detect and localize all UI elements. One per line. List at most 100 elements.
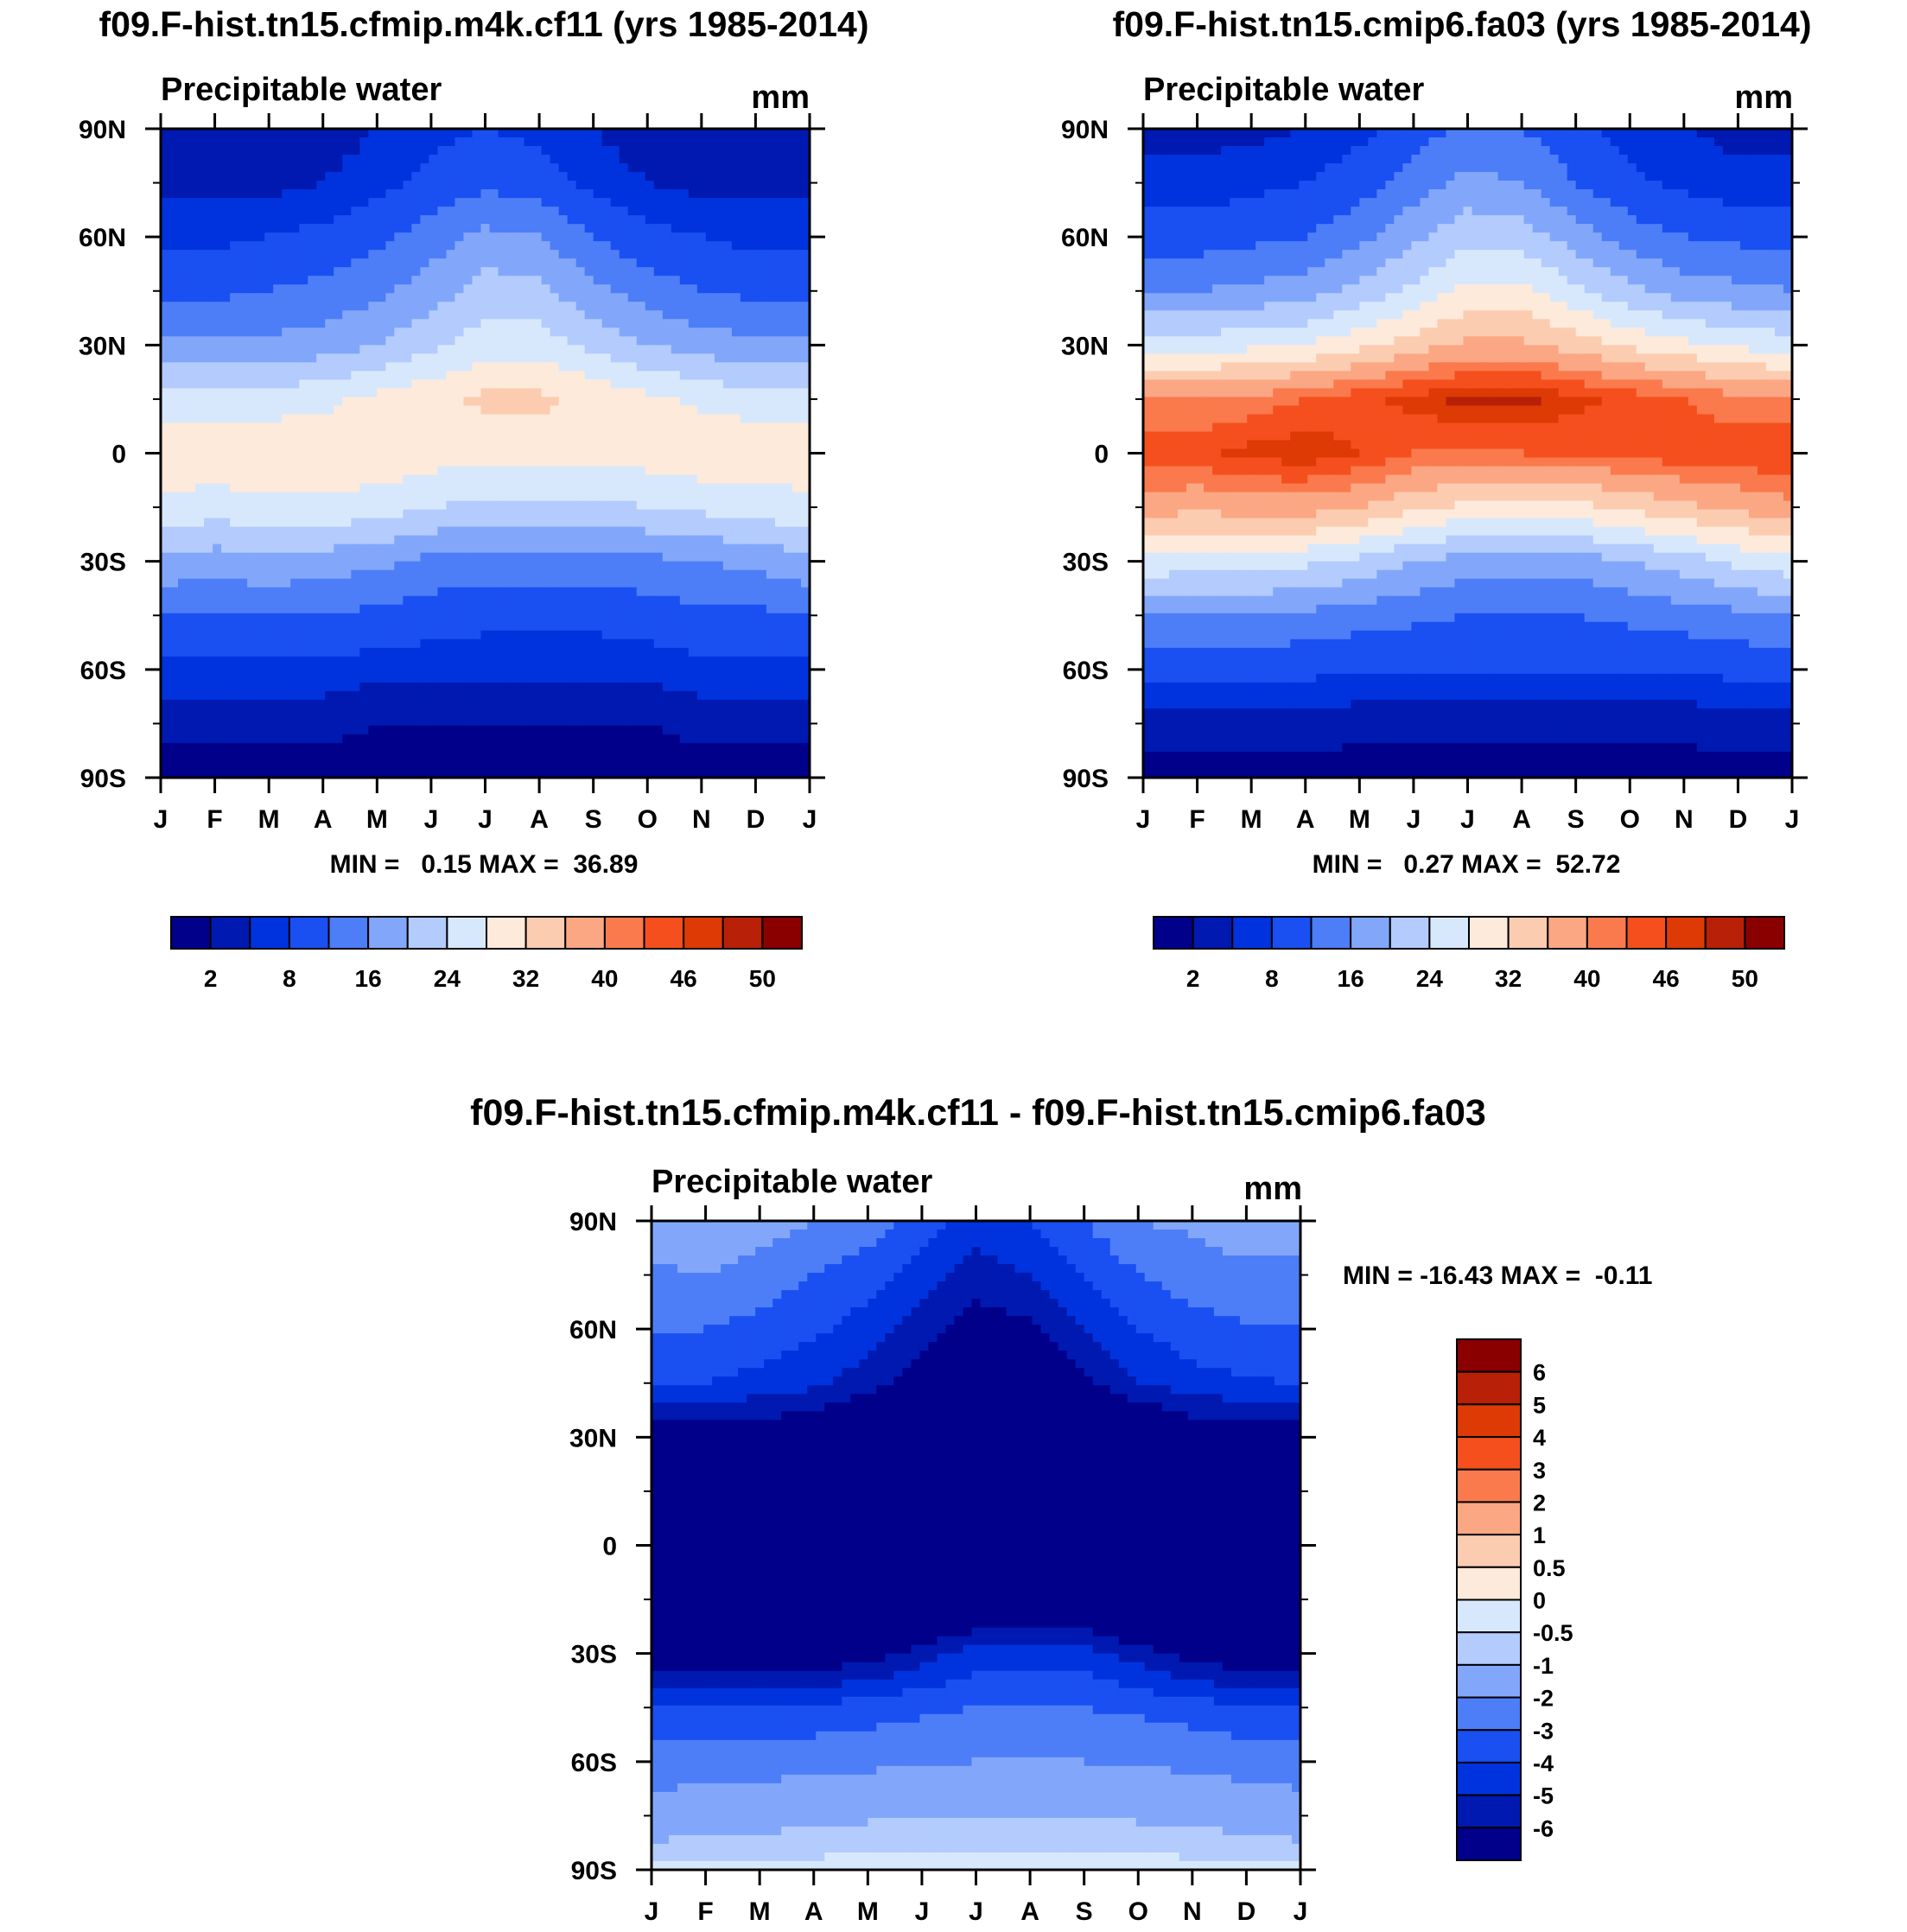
contour-cell (385, 664, 395, 675)
contour-cell (610, 656, 620, 666)
contour-cell (671, 379, 681, 389)
contour-cell (455, 388, 465, 398)
contour-cell (558, 146, 569, 156)
contour-cell (515, 656, 525, 666)
contour-cell (342, 500, 352, 511)
contour-cell (748, 258, 759, 268)
contour-cell (679, 207, 690, 216)
contour-cell (610, 682, 620, 692)
contour-cell (480, 699, 491, 709)
contour-cell (636, 232, 646, 242)
contour-cell (463, 258, 474, 268)
contour-cell (247, 440, 257, 450)
contour-cell (359, 405, 369, 416)
contour-cell (403, 621, 412, 632)
contour-cell (800, 345, 810, 354)
contour-cell (714, 682, 724, 692)
contour-cell (238, 189, 248, 199)
contour-cell (498, 630, 508, 640)
contour-cell (558, 241, 569, 251)
contour-cell (671, 172, 681, 181)
contour-cell (498, 397, 508, 407)
contour-cell (679, 578, 690, 588)
contour-cell (506, 474, 517, 485)
contour-cell (359, 302, 369, 311)
contour-cell (558, 561, 569, 571)
contour-cell (221, 500, 231, 511)
contour-cell (532, 561, 543, 571)
contour-cell (368, 388, 378, 398)
contour-cell (550, 172, 560, 181)
contour-cell (524, 431, 534, 442)
contour-cell (498, 327, 508, 337)
contour-cell (264, 639, 274, 649)
contour-cell (722, 241, 733, 251)
contour-cell (679, 474, 690, 485)
contour-cell (178, 656, 188, 666)
contour-cell (316, 552, 326, 562)
contour-cell (731, 414, 741, 424)
contour-cell (636, 267, 646, 276)
contour-cell (290, 129, 300, 138)
contour-cell (403, 492, 412, 502)
contour-cell (714, 284, 724, 294)
contour-cell (368, 405, 378, 416)
contour-cell (385, 535, 395, 545)
contour-cell (290, 699, 300, 709)
contour-cell (230, 319, 239, 328)
contour-cell (619, 310, 629, 320)
contour-cell (714, 647, 724, 658)
contour-cell (394, 129, 404, 138)
contour-cell (411, 336, 421, 346)
contour-cell (178, 500, 188, 511)
contour-cell (420, 483, 430, 493)
contour-cell (394, 310, 404, 320)
contour-cell (627, 613, 638, 623)
contour-cell (472, 284, 482, 294)
contour-cell (385, 518, 395, 528)
contour-cell (791, 405, 802, 416)
contour-cell (316, 561, 326, 571)
contour-cell (489, 146, 499, 156)
contour-cell (247, 310, 257, 320)
contour-cell (532, 405, 543, 416)
contour-cell (567, 284, 577, 294)
contour-cell (351, 673, 360, 683)
contour-cell (766, 639, 776, 649)
contour-cell (731, 293, 741, 302)
contour-cell (636, 137, 646, 147)
contour-cell (575, 379, 586, 389)
contour-cell (446, 345, 456, 354)
contour-cell (230, 163, 239, 173)
contour-cell (221, 587, 231, 597)
contour-cell (774, 690, 785, 701)
contour-cell (290, 457, 300, 467)
contour-cell (161, 319, 170, 328)
contour-cell (385, 232, 395, 242)
contour-cell (238, 302, 248, 311)
contour-cell (515, 690, 525, 701)
contour-cell (791, 146, 802, 156)
contour-cell (299, 647, 308, 658)
contour-cell (213, 232, 222, 242)
contour-cell (472, 224, 482, 233)
contour-cell (567, 388, 577, 398)
contour-cell (290, 155, 300, 164)
contour-cell (679, 155, 690, 164)
contour-cell (748, 543, 759, 554)
contour-cell (575, 215, 586, 225)
contour-cell (696, 587, 707, 597)
contour-cell (722, 647, 733, 658)
contour-cell (256, 388, 265, 398)
contour-cell (688, 198, 698, 207)
contour-cell (161, 241, 170, 251)
contour-cell (783, 232, 793, 242)
contour-cell (213, 423, 222, 433)
contour-cell (679, 336, 690, 346)
contour-cell (662, 397, 672, 407)
contour-cell (256, 362, 265, 372)
contour-cell (446, 293, 456, 302)
contour-cell (671, 319, 681, 328)
contour-cell (342, 569, 352, 580)
contour-cell (783, 362, 793, 372)
